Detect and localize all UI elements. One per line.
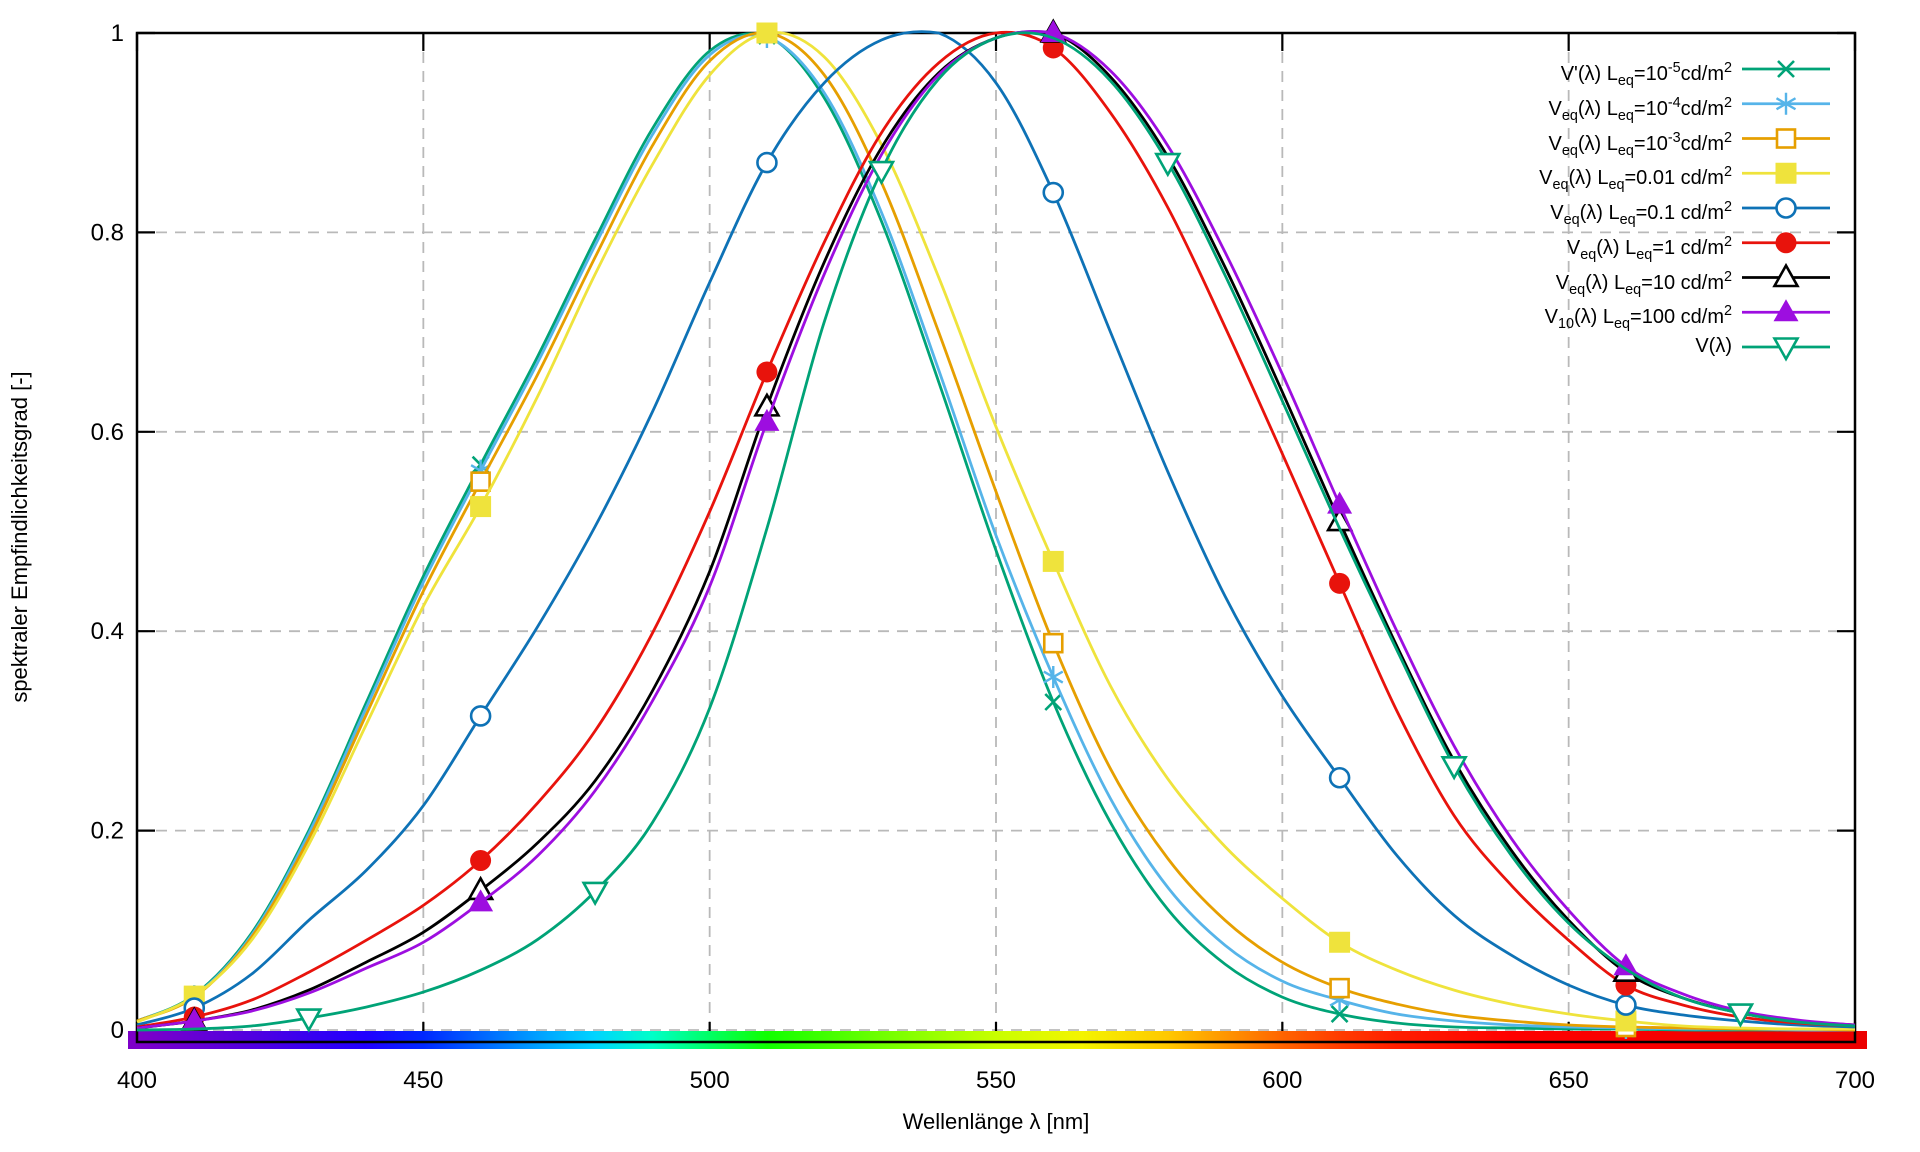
legend-sample-8 bbox=[1742, 337, 1830, 362]
series-line-0 bbox=[136, 32, 1855, 1032]
marker-s2-460 bbox=[470, 471, 491, 492]
marker-s2-560 bbox=[1042, 632, 1064, 654]
marker-s5-610 bbox=[1329, 572, 1351, 594]
marker-s7-660 bbox=[1613, 953, 1639, 976]
marker-s7-610 bbox=[1327, 491, 1353, 514]
marker-s3-510 bbox=[756, 22, 778, 44]
series-line-4 bbox=[136, 30, 1856, 1029]
legend-marker-5 bbox=[1775, 232, 1797, 254]
legend-sample-0 bbox=[1742, 60, 1830, 78]
legend-marker-6 bbox=[1772, 262, 1800, 288]
marker-s7-410 bbox=[181, 1008, 207, 1031]
y-tick-label-0: 0 bbox=[111, 1017, 124, 1044]
x-tick-label-600: 600 bbox=[1262, 1067, 1302, 1094]
x-tick-label-700: 700 bbox=[1835, 1067, 1875, 1094]
marker-s5-510 bbox=[756, 361, 778, 383]
legend-sample-3 bbox=[1742, 162, 1830, 184]
legend-sample-2 bbox=[1742, 128, 1830, 149]
marker-s4-610 bbox=[1328, 766, 1351, 789]
x-tick-label-400: 400 bbox=[117, 1067, 157, 1094]
series-line-3 bbox=[136, 31, 1856, 1031]
legend-marker-0 bbox=[1777, 60, 1795, 78]
x-tick-label-450: 450 bbox=[403, 1067, 443, 1094]
marker-s8-630 bbox=[1440, 755, 1468, 781]
tick-labels: 400 450 500 550 600 650 700 0 0.2 0.4 0.6 0.8 1 bbox=[91, 20, 1875, 1094]
x-tick-label-500: 500 bbox=[690, 1067, 730, 1094]
marker-s3-560 bbox=[1042, 550, 1064, 572]
legend-marker-8 bbox=[1772, 337, 1800, 362]
x-tick-label-550: 550 bbox=[976, 1067, 1016, 1094]
marker-s1-560 bbox=[1043, 666, 1064, 689]
series-line-8 bbox=[136, 31, 1856, 1032]
legend-sample-5 bbox=[1742, 232, 1830, 254]
legend-sample-6 bbox=[1742, 262, 1830, 288]
legend-sample-7 bbox=[1742, 299, 1830, 322]
legend-marker-7 bbox=[1773, 299, 1799, 322]
series-line-5 bbox=[136, 30, 1856, 1029]
marker-s4-460 bbox=[469, 705, 492, 727]
legend-marker-4 bbox=[1775, 197, 1797, 219]
marker-s7-460 bbox=[468, 889, 494, 912]
y-axis-label: spektraler Empfindlichkeitsgrad [-] bbox=[7, 371, 32, 703]
marker-s4-560 bbox=[1042, 181, 1065, 204]
marker-s8-530 bbox=[867, 160, 896, 186]
marker-s4-660 bbox=[1615, 994, 1637, 1016]
legend-marker-3 bbox=[1775, 162, 1797, 184]
marker-s7-510 bbox=[754, 408, 780, 431]
marker-s8-480 bbox=[581, 881, 609, 907]
marker-s2-610 bbox=[1329, 977, 1350, 999]
marker-s8-430 bbox=[295, 1008, 323, 1033]
x-axis-label: Wellenlänge λ [nm] bbox=[902, 1109, 1090, 1134]
marker-s4-510 bbox=[756, 151, 778, 174]
y-tick-label-0.8: 0.8 bbox=[91, 219, 124, 246]
marker-s8-580 bbox=[1154, 152, 1182, 178]
x-tick-label-650: 650 bbox=[1549, 1067, 1589, 1094]
marker-s0-610 bbox=[1330, 1005, 1349, 1023]
legend-sample-4 bbox=[1742, 197, 1830, 219]
legend-samples bbox=[1742, 60, 1830, 362]
legend-sample-1 bbox=[1742, 92, 1830, 115]
series-8 bbox=[136, 31, 1856, 1033]
marker-s3-460 bbox=[470, 496, 492, 518]
y-tick-label-0.4: 0.4 bbox=[91, 618, 124, 645]
marker-s5-460 bbox=[470, 850, 492, 872]
y-tick-label-0.2: 0.2 bbox=[91, 818, 124, 845]
spectrum-bar bbox=[128, 1031, 1867, 1049]
legend-marker-2 bbox=[1775, 128, 1797, 149]
series-line-2 bbox=[136, 31, 1856, 1032]
legend-marker-1 bbox=[1775, 92, 1797, 115]
marker-s0-560 bbox=[1044, 693, 1063, 711]
marker-s3-610 bbox=[1329, 931, 1351, 953]
y-tick-label-0.6: 0.6 bbox=[91, 419, 124, 446]
marker-s8-680 bbox=[1726, 1003, 1755, 1028]
y-tick-label-1: 1 bbox=[111, 20, 124, 47]
series-line-1 bbox=[136, 33, 1856, 1032]
